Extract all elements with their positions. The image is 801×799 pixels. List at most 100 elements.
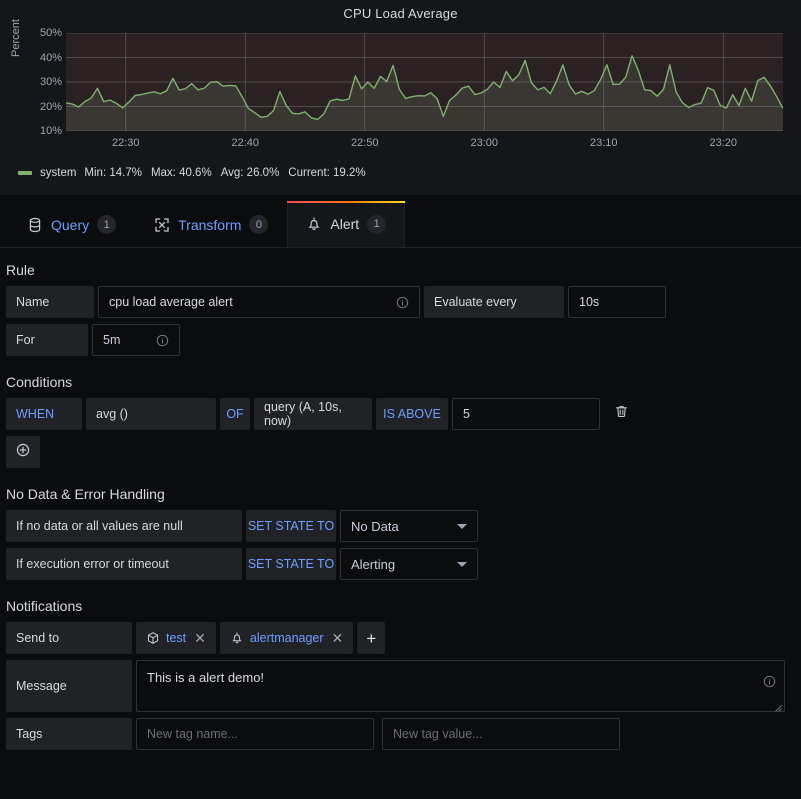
message-textarea[interactable]: This is a alert demo! [136,660,785,712]
circle-plus-icon [15,442,31,463]
conditions-section: Conditions WHEN avg () OF query (A, 10s,… [0,374,801,468]
tag-name-placeholder: New tag name... [147,727,239,741]
nodata-state-select[interactable]: No Data [340,510,478,542]
series-line [66,55,783,121]
transform-icon [154,217,170,233]
rule-for-label: For [6,324,88,356]
condition-reducer-value: avg () [96,407,128,421]
panel-title: CPU Load Average [343,6,458,21]
tab-query-badge: 1 [97,215,117,234]
resize-handle-icon[interactable] [773,700,782,712]
cube-icon [146,631,160,645]
y-tick-label: 10% [39,125,62,137]
condition-evaluator-label: IS ABOVE [376,398,448,430]
tag-value-input[interactable]: New tag value... [382,718,620,750]
nodata-state-value: No Data [351,518,399,534]
x-tick-label: 23:00 [470,137,499,149]
rule-for-row: For 5m [0,324,801,356]
execerror-set-state-label: SET STATE TO [246,548,336,580]
chevron-down-icon [457,523,467,529]
x-tick-label: 22:40 [231,137,260,149]
nodata-row: If no data or all values are null SET ST… [0,510,801,542]
nodata-section-title: No Data & Error Handling [6,486,165,502]
rule-for-input[interactable]: 5m [92,324,180,356]
add-channel-button[interactable]: + [357,622,386,654]
legend-stat-avg: Avg: 26.0% [220,167,280,179]
trash-icon [614,404,629,424]
rule-name-input[interactable]: cpu load average alert [98,286,420,318]
condition-reducer-select[interactable]: avg () [86,398,216,430]
message-value: This is a alert demo! [147,670,265,685]
tag-name-input[interactable]: New tag name... [136,718,374,750]
evaluate-every-value: 10s [579,295,600,309]
series-fill [66,55,783,131]
condition-query-select[interactable]: query (A, 10s, now) [254,398,372,430]
legend-series-name: system [40,167,77,179]
chevron-down-icon [457,561,467,567]
info-icon[interactable] [156,334,169,347]
remove-channel-icon[interactable]: ✕ [194,630,206,646]
tab-query[interactable]: Query 1 [8,201,135,247]
tab-transform-badge: 0 [249,215,269,234]
rule-section-title: Rule [6,262,35,278]
tags-label: Tags [6,718,132,750]
panel-editor-tabs: Query 1 Transform 0 Alert 1 [0,196,801,248]
add-condition-button[interactable] [6,436,40,468]
rule-section: Rule Name cpu load average alert Evaluat… [0,262,801,356]
condition-of-label: OF [220,398,250,430]
execerror-state-select[interactable]: Alerting [340,548,478,580]
send-to-label: Send to [6,622,132,654]
alert-editor-body: Rule Name cpu load average alert Evaluat… [0,248,801,750]
x-tick-label: 23:20 [709,137,738,149]
notification-channel-alertmanager-label: alertmanager [249,631,324,645]
execerror-row: If execution error or timeout SET STATE … [0,548,801,580]
tab-alert[interactable]: Alert 1 [287,201,406,247]
nodata-condition-label: If no data or all values are null [6,510,242,542]
y-tick-label: 40% [39,51,62,64]
x-tick-label: 23:10 [589,137,618,149]
condition-query-value: query (A, 10s, now) [264,400,342,428]
chart-legend: system Min: 14.7% Max: 40.6% Avg: 26.0% Cur… [18,167,366,179]
bell-icon [306,216,322,232]
send-to-row: Send to test ✕ [0,622,801,654]
condition-threshold-value: 5 [463,407,470,421]
evaluate-every-input[interactable]: 10s [568,286,666,318]
notification-channel-test[interactable]: test ✕ [136,622,216,654]
legend-color-swatch [18,171,32,175]
nodata-error-section: No Data & Error Handling If no data or a… [0,486,801,580]
notifications-section: Notifications Send to test ✕ [0,598,801,750]
evaluate-every-label: Evaluate every [424,286,564,318]
message-row: Message This is a alert demo! [0,660,801,712]
notifications-section-title: Notifications [6,598,83,614]
info-icon[interactable] [396,296,409,309]
y-tick-label: 20% [39,100,62,113]
notification-channel-test-label: test [166,631,187,645]
plot-area [66,33,783,131]
y-tick-label: 30% [39,76,62,88]
condition-row: WHEN avg () OF query (A, 10s, now) IS AB… [0,398,801,430]
info-icon[interactable] [763,675,776,688]
nodata-set-state-label: SET STATE TO [246,510,336,542]
delete-condition-button[interactable] [604,398,638,430]
rule-for-value: 5m [103,333,121,347]
tags-row: Tags New tag name... New tag value... [0,718,801,750]
tab-transform[interactable]: Transform 0 [135,201,287,247]
tag-value-placeholder: New tag value... [393,727,483,741]
legend-stat-current: Current: 19.2% [288,167,366,179]
y-axis-ticks: 50% 40% 30% 20% 10% [26,27,62,137]
legend-stats: Min: 14.7% Max: 40.6% Avg: 26.0% Current: 1… [84,167,365,179]
condition-when-label: WHEN [6,398,82,430]
rule-name-label: Name [6,286,94,318]
remove-channel-icon[interactable]: ✕ [331,630,344,646]
notification-channel-alertmanager[interactable]: alertmanager ✕ [219,622,354,654]
conditions-section-title: Conditions [6,374,73,390]
condition-threshold-input[interactable]: 5 [452,398,600,430]
legend-stat-min: Min: 14.7% [84,167,142,179]
x-axis-ticks: 22:30 22:40 22:50 23:00 23:10 23:20 [66,137,783,153]
legend-stat-max: Max: 40.6% [150,167,212,179]
bell-icon [230,631,244,645]
execerror-state-value: Alerting [351,556,396,572]
tab-alert-badge: 1 [367,214,387,234]
tab-alert-label: Alert [330,216,360,232]
execerror-condition-label: If execution error or timeout [6,548,242,580]
